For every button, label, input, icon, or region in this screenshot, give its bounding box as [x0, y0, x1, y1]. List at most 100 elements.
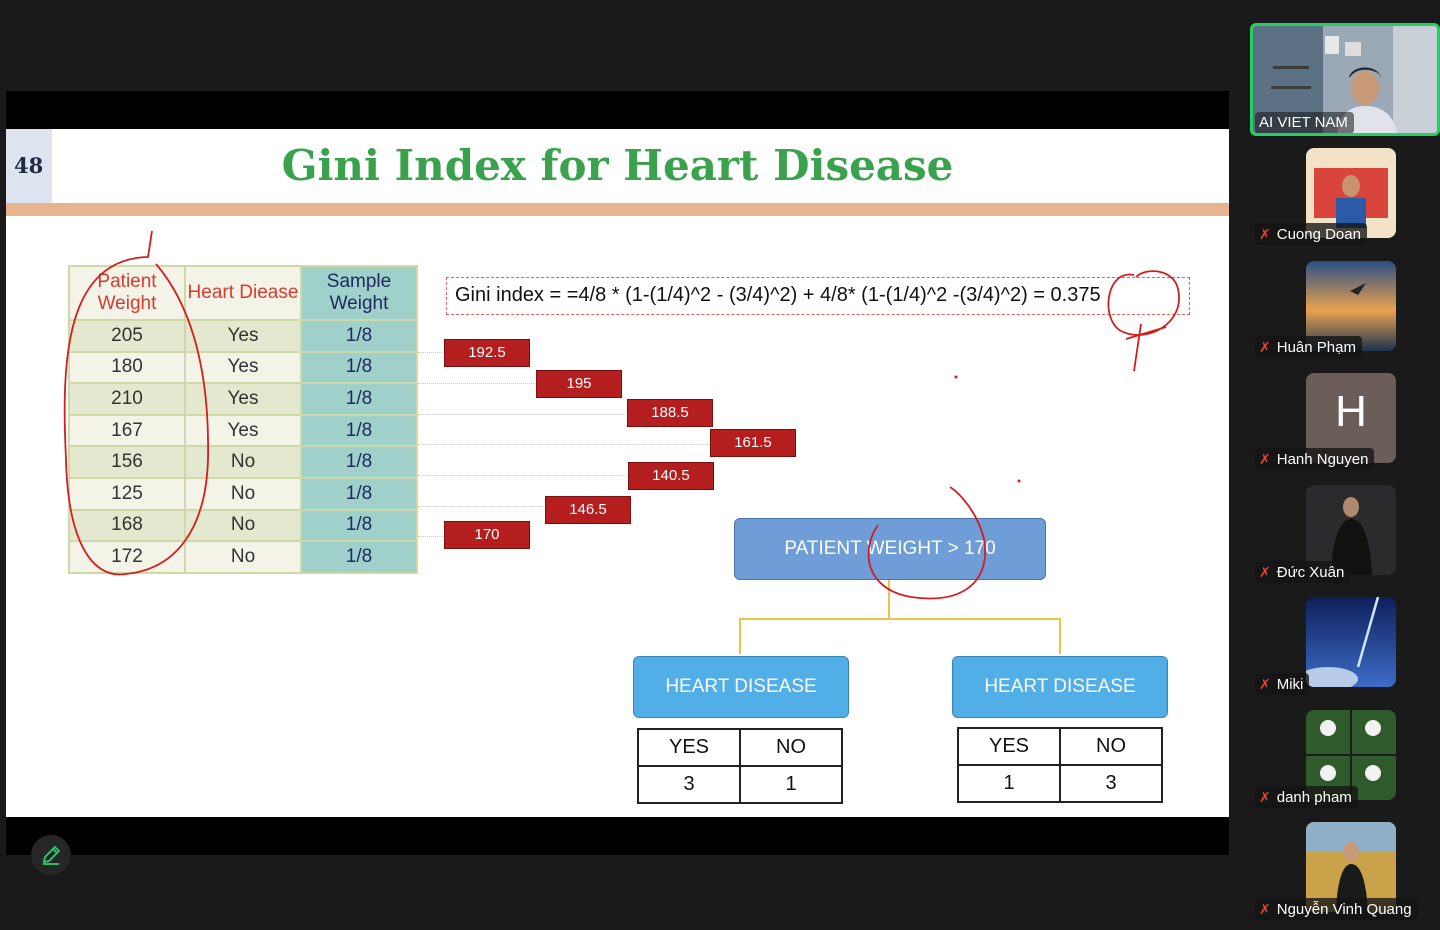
guide-line — [418, 506, 544, 507]
midpoint-box: 170 — [444, 521, 530, 549]
cell-weight: 167 — [68, 413, 186, 448]
participant-video — [1306, 597, 1396, 687]
tree-connector — [739, 618, 1061, 620]
table-row: 156 No 1/8 — [68, 445, 418, 479]
cell-weight: 172 — [68, 540, 186, 574]
table-row: 180 Yes 1/8 — [68, 350, 418, 385]
cell-weight: 125 — [68, 476, 186, 511]
title-underline-bar — [6, 203, 1229, 216]
participant-name: Huân Phạm — [1276, 339, 1356, 356]
left-leaf-counts: YES NO 3 1 — [637, 728, 843, 804]
no-header: NO — [1059, 727, 1163, 766]
participant-name: AI VIET NAM — [1255, 112, 1354, 133]
active-speaker-tile[interactable]: AI VIET NAM — [1250, 23, 1440, 136]
cell-sample-weight: 1/8 — [300, 382, 418, 416]
midpoint-box: 192.5 — [444, 339, 530, 367]
participant-name: Đức Xuân — [1276, 564, 1345, 581]
cell-sample-weight: 1/8 — [300, 540, 418, 574]
no-header: NO — [739, 728, 843, 767]
letterbox-top — [6, 91, 1229, 129]
table-row: 205 Yes 1/8 — [68, 319, 418, 353]
midpoint-box: 195 — [536, 370, 622, 398]
cell-disease: No — [184, 508, 302, 543]
cell-disease: No — [184, 540, 302, 574]
participant-tile[interactable] — [1306, 597, 1396, 687]
cell-disease: Yes — [184, 319, 302, 353]
cell-weight: 168 — [68, 508, 186, 543]
guide-line — [418, 475, 628, 476]
cell-disease: Yes — [184, 350, 302, 385]
mic-muted-icon: ✗ — [1259, 789, 1271, 805]
no-count: 1 — [739, 765, 843, 804]
table-row: 210 Yes 1/8 — [68, 382, 418, 416]
midpoint-box: 146.5 — [545, 496, 631, 524]
midpoint-box: 140.5 — [628, 462, 714, 490]
avatar-letter: H — [1335, 387, 1367, 436]
participant-video — [1306, 710, 1396, 800]
participant-tile[interactable] — [1306, 485, 1396, 575]
mic-muted-icon: ✗ — [1259, 451, 1271, 467]
participant-label: ✗ Huân Phạm — [1255, 336, 1362, 358]
presentation-slide: 48 Gini Index for Heart Disease Patient … — [6, 129, 1229, 817]
tree-connector — [888, 580, 890, 618]
participant-name: Nguyễn Vinh Quang — [1276, 901, 1412, 918]
participant-label: ✗ danh pham — [1255, 786, 1358, 808]
cell-sample-weight: 1/8 — [300, 508, 418, 543]
tree-connector — [739, 618, 741, 654]
cell-weight: 210 — [68, 382, 186, 416]
slide-number: 48 — [14, 153, 44, 178]
pencil-icon — [42, 845, 61, 865]
slide-title: Gini Index for Heart Disease — [281, 141, 954, 190]
mic-muted-icon: ✗ — [1259, 564, 1271, 580]
table-row: 167 Yes 1/8 — [68, 413, 418, 448]
participant-video — [1306, 485, 1396, 575]
guide-line — [418, 536, 444, 537]
participant-tile[interactable] — [1306, 710, 1396, 800]
participant-label: ✗ Miki — [1255, 673, 1310, 695]
cell-sample-weight: 1/8 — [300, 445, 418, 479]
header-heart-disease: Heart Diease — [184, 265, 302, 321]
cell-sample-weight: 1/8 — [300, 476, 418, 511]
tree-root-node: PATIENT WEIGHT > 170 — [734, 518, 1046, 580]
cell-weight: 156 — [68, 445, 186, 479]
guide-line — [418, 444, 710, 445]
header-sample-weight: Sample Weight — [300, 265, 418, 321]
participant-label: ✗ Hanh Nguyen — [1255, 448, 1375, 470]
yes-header: YES — [957, 727, 1061, 766]
midpoint-box: 161.5 — [710, 429, 796, 457]
mic-muted-icon: ✗ — [1259, 676, 1271, 692]
yes-header: YES — [637, 728, 741, 767]
right-leaf-counts: YES NO 1 3 — [957, 727, 1163, 803]
letterbox-bottom — [6, 817, 1229, 855]
slide-number-box: 48 — [6, 129, 52, 203]
participant-name: Miki — [1276, 676, 1304, 693]
cell-sample-weight: 1/8 — [300, 319, 418, 353]
guide-line — [418, 414, 626, 415]
guide-line — [418, 383, 536, 384]
midpoint-box: 188.5 — [627, 399, 713, 427]
participant-name: Hanh Nguyen — [1276, 451, 1369, 468]
yes-count: 3 — [637, 765, 741, 804]
no-count: 3 — [1059, 764, 1163, 803]
participant-name: danh pham — [1276, 789, 1352, 806]
participant-label: ✗ Nguyễn Vinh Quang — [1255, 898, 1418, 920]
gini-formula-box: Gini index = =4/8 * (1-(1/4)^2 - (3/4)^2… — [446, 277, 1190, 315]
guide-line — [418, 352, 444, 353]
pen-annotations — [63, 230, 1180, 600]
cell-disease: Yes — [184, 413, 302, 448]
table-row: 168 No 1/8 — [68, 508, 418, 543]
participant-label: ✗ Cuong Doan — [1255, 223, 1367, 245]
mic-muted-icon: ✗ — [1259, 901, 1271, 917]
participant-name: Cuong Doan — [1276, 226, 1361, 243]
cell-sample-weight: 1/8 — [300, 350, 418, 385]
table-row: 172 No 1/8 — [68, 540, 418, 574]
annotate-button[interactable] — [31, 835, 71, 875]
tree-left-leaf: HEART DISEASE — [633, 656, 849, 718]
cell-weight: 180 — [68, 350, 186, 385]
cell-disease: No — [184, 445, 302, 479]
cell-sample-weight: 1/8 — [300, 413, 418, 448]
mic-muted-icon: ✗ — [1259, 226, 1271, 242]
cell-weight: 205 — [68, 319, 186, 353]
participant-label: ✗ Đức Xuân — [1255, 561, 1351, 583]
tree-connector — [1059, 618, 1061, 654]
